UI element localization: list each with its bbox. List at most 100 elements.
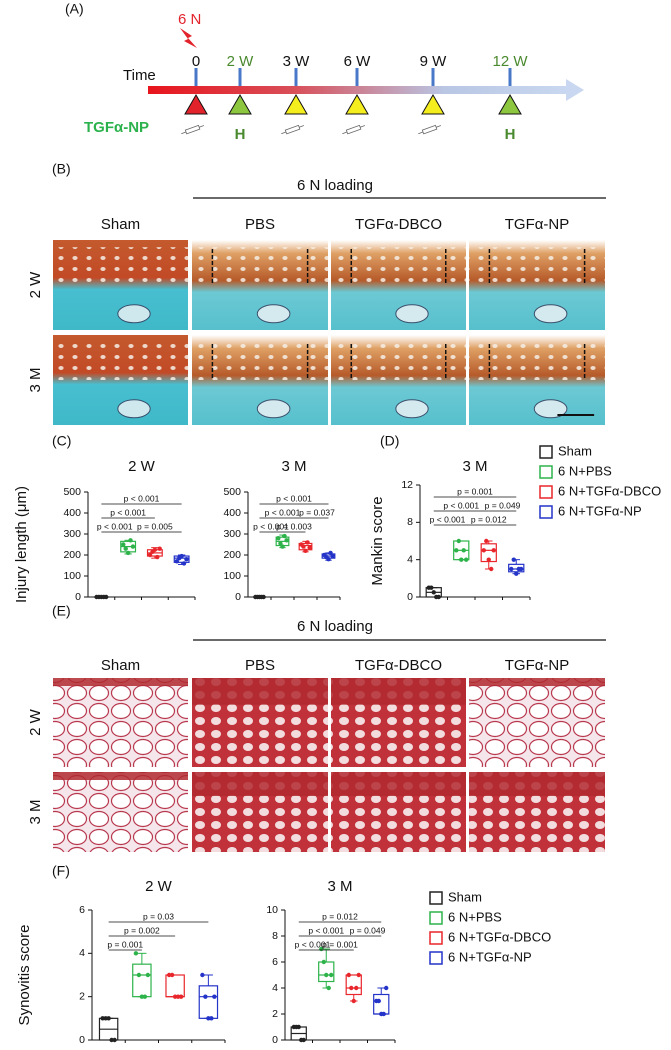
data-point <box>376 998 381 1004</box>
data-point <box>169 972 175 978</box>
time-triangle <box>184 94 208 115</box>
data-point <box>178 994 184 999</box>
data-point <box>511 557 516 562</box>
data-point <box>484 538 489 544</box>
syringe-needle <box>342 131 348 135</box>
box <box>373 993 390 1015</box>
y-tick-label: 100 <box>223 570 241 582</box>
row-label: 2 W <box>27 708 44 736</box>
data-point <box>212 994 217 999</box>
box <box>198 985 219 1019</box>
data-point <box>349 985 354 991</box>
synovial-lining <box>192 772 328 796</box>
time-tick <box>194 68 198 86</box>
data-point <box>321 959 326 965</box>
lightning <box>180 28 197 48</box>
legend-label: Sham <box>448 889 482 904</box>
data-point <box>486 557 491 562</box>
data-point <box>328 550 333 556</box>
data-point <box>489 566 494 572</box>
data-point <box>276 536 281 541</box>
legend-label: Sham <box>558 443 592 458</box>
data-point <box>330 553 335 559</box>
p-value: p = 0.012 <box>322 911 358 921</box>
marrow <box>117 399 151 419</box>
panel-label: (D) <box>380 433 399 449</box>
legend-swatch <box>429 891 443 905</box>
p-value: p < 0.001 <box>443 500 479 510</box>
y-tick-label: 4 <box>79 947 85 959</box>
y-tick-label: 2 <box>272 1008 278 1020</box>
p-value: p = 0.03 <box>143 911 174 921</box>
data-point <box>130 544 136 549</box>
panel-label: (F) <box>52 863 70 879</box>
y-tick-label: 400 <box>63 507 81 519</box>
panel-label: (E) <box>52 603 71 619</box>
p-value: p = 0.049 <box>350 925 386 935</box>
y-tick-label: 2 <box>79 990 85 1002</box>
synovial-lining <box>469 678 605 686</box>
syringe-plunger <box>299 125 304 128</box>
data-point <box>509 566 514 572</box>
data-point <box>464 557 469 562</box>
chondrocytes <box>469 247 605 285</box>
time-triangle <box>421 94 445 115</box>
column-header: Sham <box>101 216 140 233</box>
y-tick-label: 200 <box>63 549 81 561</box>
data-point <box>179 553 184 559</box>
y-tick-label: 4 <box>272 982 278 994</box>
syringe <box>281 124 304 135</box>
data-point <box>454 548 459 553</box>
time-tick <box>508 68 512 86</box>
legend-label: 6 N+PBS <box>448 909 502 924</box>
syringe-needle <box>281 131 287 135</box>
data-point <box>354 985 359 991</box>
syringe-plunger <box>360 125 365 128</box>
data-point <box>203 994 208 999</box>
y-tick-label: 300 <box>223 528 241 540</box>
column-header: TGFα-DBCO <box>355 657 442 674</box>
load-label: 6 N <box>178 11 201 28</box>
legend-swatch <box>539 465 553 479</box>
axis-label: Time <box>123 67 156 84</box>
chondrocytes <box>192 342 328 380</box>
chart-title: 3 M <box>327 878 352 895</box>
data-point <box>326 985 331 991</box>
legend-label: 6 N+TGFα-NP <box>448 949 532 964</box>
box <box>165 974 185 998</box>
group-header: 6 N loading <box>297 618 373 635</box>
syringe <box>342 124 365 135</box>
legend-swatch <box>429 951 443 965</box>
column-header: PBS <box>245 216 275 233</box>
y-axis-label: Synovitis score <box>16 925 33 1026</box>
data-point <box>381 1011 386 1017</box>
marrow <box>395 399 429 419</box>
y-tick-label: 0 <box>75 591 81 603</box>
data-point <box>128 538 133 543</box>
p-value: p < 0.001 <box>97 521 133 531</box>
time-point-label: 9 W <box>420 53 448 70</box>
arrow-head <box>566 79 584 101</box>
syringe-plunger <box>436 125 441 128</box>
data-point <box>456 538 461 544</box>
data-point <box>301 544 306 549</box>
histology-mark: H <box>505 126 516 143</box>
histology-image <box>469 678 605 767</box>
chondrocytes <box>331 342 466 380</box>
synovial-lining <box>53 772 188 780</box>
legend-label: 6 N+TGFα-DBCO <box>558 483 661 498</box>
data-point <box>112 1037 117 1043</box>
chart-title: 3 M <box>462 458 487 475</box>
time-arrow <box>148 86 570 94</box>
y-tick-label: 200 <box>223 549 241 561</box>
data-point <box>280 544 285 549</box>
time-tick <box>355 68 359 86</box>
y-tick-label: 100 <box>63 570 81 582</box>
y-axis-label: Mankin score <box>369 496 386 585</box>
y-tick-label: 10 <box>266 904 278 916</box>
panel-label: (C) <box>52 433 71 449</box>
data-point <box>307 545 312 550</box>
p-value: p = 0.001 <box>322 939 358 949</box>
time-point-label: 6 W <box>344 53 372 70</box>
syringe-needle <box>418 131 424 135</box>
